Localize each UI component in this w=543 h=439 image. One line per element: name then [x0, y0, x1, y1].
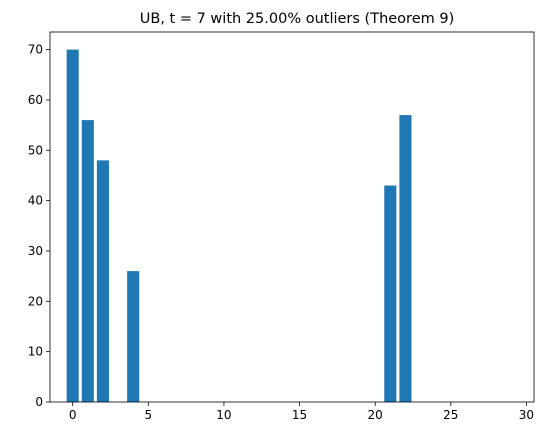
x-tick-label: 30: [519, 408, 534, 422]
x-axis: 0 5 10 15 20 25 30: [69, 402, 534, 422]
y-tick-label: 40: [28, 194, 43, 208]
y-tick-label: 60: [28, 93, 43, 107]
bar: [127, 271, 140, 402]
chart-title: UB, t = 7 with 25.00% outliers (Theorem …: [140, 11, 454, 27]
y-tick-label: 50: [28, 143, 43, 157]
x-tick-label: 0: [69, 408, 77, 422]
bar: [66, 49, 79, 402]
x-tick-label: 5: [144, 408, 152, 422]
x-tick-label: 25: [443, 408, 458, 422]
bar: [96, 160, 109, 402]
x-tick-label: 10: [216, 408, 231, 422]
y-axis: 0 10 20 30 40 50 60 70: [28, 43, 50, 409]
y-tick-label: 70: [28, 43, 43, 57]
plot-frame: [49, 31, 535, 403]
bar: [384, 185, 397, 402]
bar: [399, 115, 412, 403]
x-tick-label: 20: [368, 408, 383, 422]
y-tick-label: 30: [28, 244, 43, 258]
x-tick-label: 15: [292, 408, 307, 422]
y-tick-label: 0: [35, 395, 43, 409]
bar: [81, 120, 94, 402]
bars-layer: [66, 49, 412, 403]
y-tick-label: 10: [28, 345, 43, 359]
y-tick-label: 20: [28, 294, 43, 308]
